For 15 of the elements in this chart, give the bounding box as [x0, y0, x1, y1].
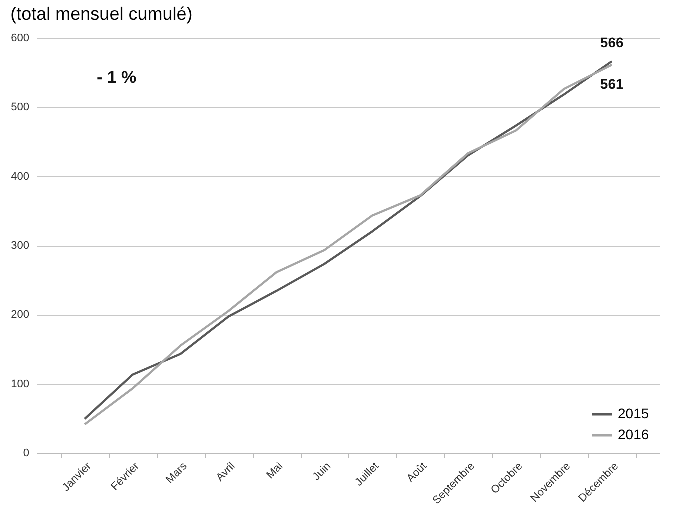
legend-label: 2015 — [618, 406, 650, 422]
y-tick-label: 0 — [23, 448, 30, 460]
x-tick-label: Mai — [264, 460, 286, 482]
x-tick-label: Juin — [310, 460, 334, 484]
data-label: 566 — [600, 34, 624, 51]
annotation: - 1 % — [97, 68, 137, 87]
y-tick-label: 500 — [11, 102, 30, 114]
y-tick-label: 600 — [11, 32, 30, 44]
chart-title: (total mensuel cumulé) — [10, 4, 193, 24]
y-tick-label: 400 — [11, 170, 30, 183]
legend-label: 2016 — [618, 426, 650, 442]
y-tick-label: 100 — [11, 378, 30, 390]
y-tick-label: 300 — [11, 240, 30, 252]
y-tick-label: 200 — [11, 309, 30, 322]
data-label: 561 — [600, 76, 624, 92]
